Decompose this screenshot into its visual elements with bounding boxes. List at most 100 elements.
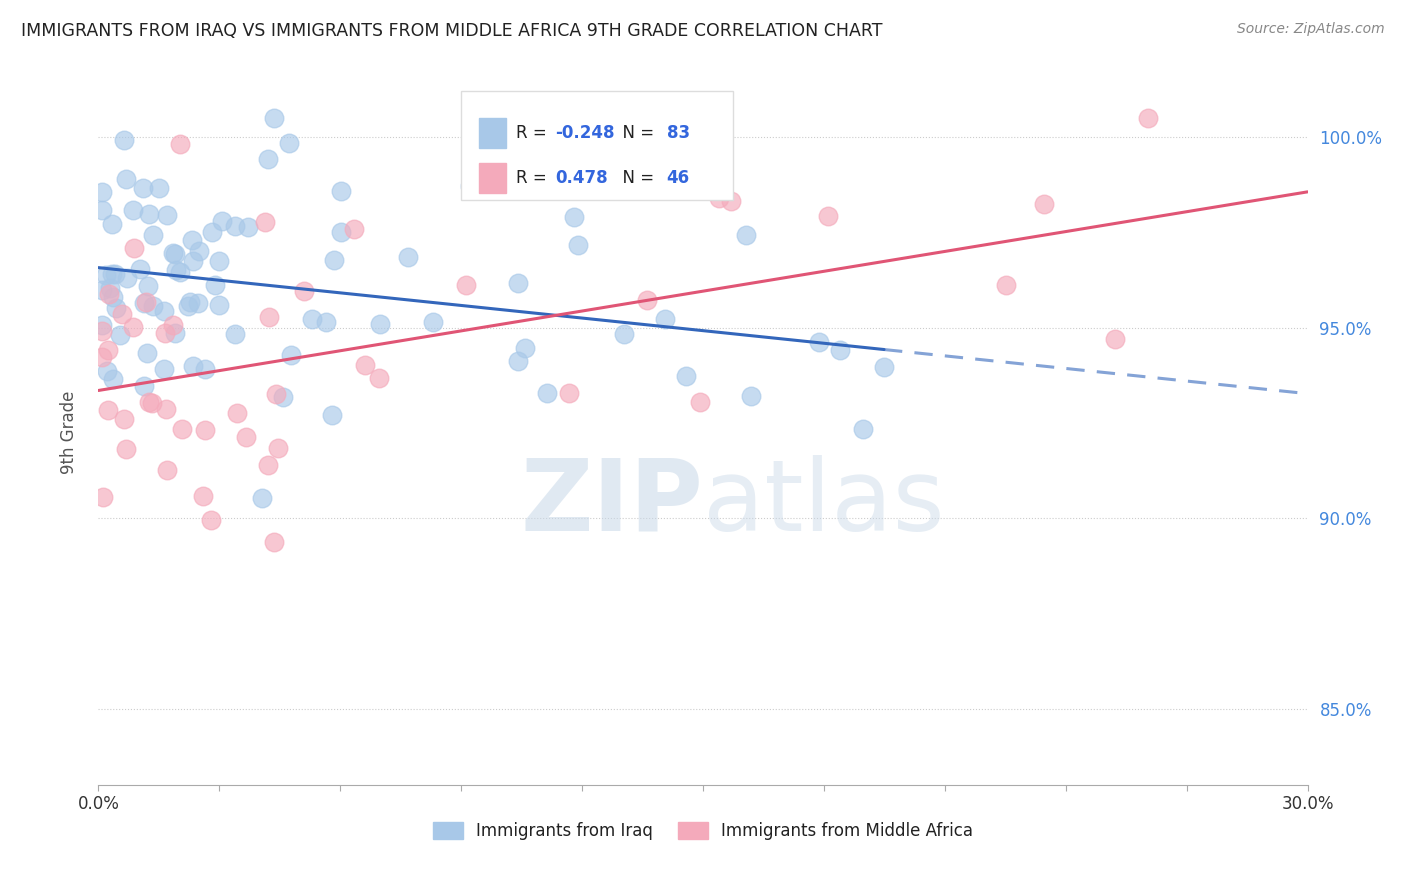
- Text: -0.248: -0.248: [555, 124, 614, 142]
- Point: [165, 326, 187, 340]
- Point: [136, 279, 159, 293]
- Point: [508, 276, 530, 290]
- Point: [675, 368, 697, 383]
- Point: [224, 219, 246, 233]
- FancyBboxPatch shape: [479, 119, 506, 148]
- Point: [1104, 332, 1126, 346]
- Point: [122, 241, 145, 255]
- Text: R =: R =: [516, 169, 551, 187]
- Point: [91, 490, 114, 504]
- Point: [329, 225, 352, 239]
- Point: [183, 253, 205, 268]
- Point: [396, 250, 419, 264]
- Point: [256, 458, 278, 472]
- Point: [1137, 112, 1160, 126]
- Text: atlas: atlas: [703, 455, 945, 551]
- Point: [257, 152, 280, 166]
- Point: [91, 324, 114, 338]
- Text: N =: N =: [613, 124, 659, 142]
- Point: [236, 220, 259, 235]
- Point: [97, 286, 120, 301]
- Point: [100, 217, 122, 231]
- Point: [368, 371, 391, 385]
- Point: [329, 184, 352, 198]
- Text: 0.478: 0.478: [555, 169, 609, 187]
- Point: [91, 318, 114, 333]
- Point: [271, 390, 294, 404]
- Point: [138, 395, 160, 409]
- Text: R =: R =: [516, 124, 551, 142]
- Point: [321, 408, 343, 422]
- Point: [323, 252, 346, 267]
- Point: [267, 442, 290, 456]
- Point: [654, 311, 676, 326]
- Point: [208, 254, 231, 268]
- Point: [562, 210, 585, 224]
- Point: [94, 268, 117, 282]
- Point: [97, 343, 120, 357]
- Point: [740, 389, 762, 403]
- Point: [122, 320, 145, 334]
- FancyBboxPatch shape: [479, 163, 506, 193]
- Point: [852, 422, 875, 436]
- Point: [111, 307, 134, 321]
- Point: [225, 406, 247, 420]
- Point: [97, 403, 120, 417]
- Point: [91, 202, 114, 217]
- Point: [292, 284, 315, 298]
- Point: [112, 412, 135, 426]
- Point: [343, 222, 366, 236]
- Point: [91, 283, 114, 297]
- Point: [169, 265, 191, 279]
- Point: [208, 297, 231, 311]
- Text: 83: 83: [666, 124, 690, 142]
- Point: [172, 421, 194, 435]
- Point: [112, 133, 135, 147]
- Point: [141, 396, 163, 410]
- Point: [263, 534, 285, 549]
- Point: [153, 362, 176, 376]
- Point: [200, 513, 222, 527]
- Point: [558, 385, 581, 400]
- Point: [873, 360, 896, 375]
- Point: [187, 295, 209, 310]
- Point: [129, 262, 152, 277]
- Point: [817, 209, 839, 223]
- Point: [153, 304, 176, 318]
- Point: [180, 233, 202, 247]
- Point: [121, 202, 143, 217]
- Point: [115, 270, 138, 285]
- Point: [513, 342, 536, 356]
- Point: [315, 315, 337, 329]
- Point: [148, 181, 170, 195]
- Point: [142, 227, 165, 242]
- Point: [720, 194, 742, 208]
- Point: [115, 172, 138, 186]
- Point: [181, 359, 204, 373]
- Point: [96, 364, 118, 378]
- Point: [257, 310, 280, 324]
- Point: [204, 278, 226, 293]
- Point: [101, 267, 124, 281]
- Point: [264, 386, 287, 401]
- Point: [162, 318, 184, 332]
- Point: [536, 385, 558, 400]
- Point: [156, 208, 179, 222]
- Point: [165, 247, 187, 261]
- Point: [135, 294, 157, 309]
- Legend: Immigrants from Iraq, Immigrants from Middle Africa: Immigrants from Iraq, Immigrants from Mi…: [426, 815, 980, 847]
- Point: [101, 290, 124, 304]
- Point: [134, 295, 156, 310]
- FancyBboxPatch shape: [461, 91, 734, 200]
- Point: [194, 423, 217, 437]
- Point: [194, 362, 217, 376]
- Point: [734, 228, 756, 243]
- Point: [156, 462, 179, 476]
- Point: [191, 489, 214, 503]
- Text: ZIP: ZIP: [520, 455, 703, 551]
- Point: [108, 328, 131, 343]
- Point: [177, 299, 200, 313]
- Text: 46: 46: [666, 169, 690, 187]
- Point: [235, 430, 257, 444]
- Point: [689, 395, 711, 409]
